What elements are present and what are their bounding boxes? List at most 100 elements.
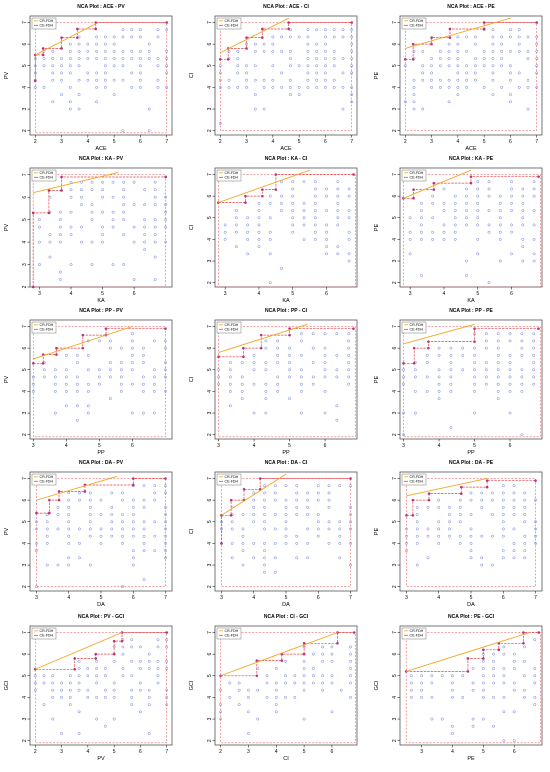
data-point (330, 681, 334, 685)
data-point (38, 225, 41, 229)
data-point (297, 35, 301, 39)
x-tick-label: 6 (324, 443, 327, 449)
data-point (474, 35, 477, 39)
data-point (402, 382, 405, 386)
data-point (316, 491, 320, 495)
legend-label: CR-FDH (410, 629, 424, 633)
data-point (51, 49, 55, 53)
data-point (263, 505, 266, 509)
data-point (142, 578, 146, 581)
data-point (262, 49, 266, 53)
data-point (487, 187, 491, 191)
data-point (263, 491, 266, 495)
data-point (448, 534, 451, 538)
data-point (153, 233, 157, 236)
data-point (75, 390, 79, 393)
data-point (142, 542, 146, 545)
y-tick-label: 6 (392, 347, 398, 350)
ceiling-point (41, 53, 45, 57)
data-point (227, 86, 231, 89)
data-point (509, 35, 512, 39)
data-point (60, 688, 63, 692)
data-point (532, 223, 536, 227)
ceiling-point (288, 333, 291, 337)
data-point (273, 570, 277, 574)
data-point (59, 240, 62, 244)
data-point (95, 35, 98, 39)
data-point (59, 278, 62, 281)
data-point (313, 216, 317, 220)
data-point (90, 240, 94, 244)
data-point (252, 498, 256, 502)
data-point (271, 49, 275, 53)
x-tick-label: 6 (139, 139, 142, 145)
data-point (110, 505, 114, 509)
data-point (502, 739, 506, 743)
plot-frame (399, 471, 543, 592)
data-point (95, 57, 98, 60)
data-point (496, 368, 500, 372)
data-point (237, 703, 241, 706)
x-tick-label: 7 (165, 749, 168, 755)
x-tick-label: 3 (35, 595, 38, 601)
data-point (474, 42, 477, 46)
x-tick-label: 5 (101, 291, 104, 297)
data-point (402, 368, 405, 372)
data-point (526, 86, 530, 89)
data-point (147, 659, 151, 663)
data-point (68, 703, 72, 706)
data-point (257, 238, 261, 241)
data-point (122, 203, 125, 207)
data-point (53, 411, 57, 415)
data-point (408, 252, 412, 256)
data-point (349, 484, 352, 488)
data-point (532, 187, 536, 191)
data-point (51, 64, 55, 68)
x-tick-label: 2 (219, 749, 222, 755)
data-point (302, 681, 306, 685)
data-point (420, 209, 423, 212)
data-point (325, 245, 328, 248)
data-point (104, 64, 107, 68)
y-tick-label: 7 (207, 21, 213, 24)
data-point (512, 542, 516, 545)
data-point (456, 78, 460, 82)
ceiling-point (412, 361, 416, 365)
data-point (276, 390, 280, 393)
data-point (60, 78, 63, 82)
cr-fdh-line (403, 169, 472, 199)
x-axis-label: DA (97, 602, 105, 608)
data-point (526, 35, 530, 39)
data-point (295, 556, 299, 560)
data-point (80, 225, 83, 229)
ceiling-point (245, 47, 248, 50)
data-point (156, 674, 160, 678)
data-point (324, 28, 327, 32)
data-point (447, 64, 451, 68)
x-tick-label: 5 (303, 749, 306, 755)
data-point (219, 688, 222, 692)
data-point (295, 484, 299, 488)
data-point (437, 505, 441, 509)
data-point (501, 484, 505, 488)
data-point (520, 382, 524, 386)
data-point (42, 375, 46, 379)
x-tick-label: 7 (535, 139, 538, 145)
data-point (121, 667, 125, 670)
data-point (465, 49, 468, 53)
data-point (481, 674, 485, 678)
x-tick-label: 5 (470, 595, 473, 601)
x-tick-label: 4 (253, 443, 256, 449)
data-point (315, 49, 319, 53)
legend-label: CR-FDH (225, 323, 239, 327)
data-point (230, 542, 234, 545)
data-point (465, 78, 468, 82)
data-point (68, 64, 72, 68)
data-point (426, 534, 430, 538)
data-point (104, 688, 107, 692)
data-point (274, 688, 278, 692)
ceiling-point (60, 47, 63, 50)
